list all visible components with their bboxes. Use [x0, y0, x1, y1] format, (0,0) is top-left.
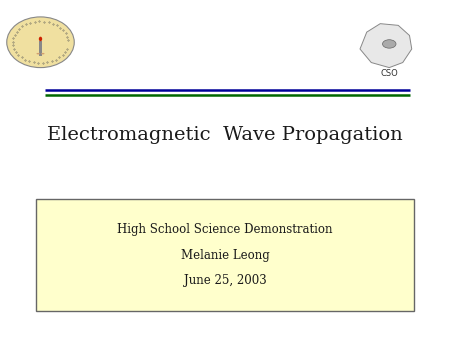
Text: High School Science Demonstration: High School Science Demonstration: [117, 223, 333, 236]
Ellipse shape: [382, 40, 396, 48]
FancyBboxPatch shape: [36, 199, 414, 311]
Text: Electromagnetic  Wave Propagation: Electromagnetic Wave Propagation: [47, 126, 403, 144]
Ellipse shape: [41, 53, 45, 54]
FancyBboxPatch shape: [39, 41, 42, 56]
Polygon shape: [360, 24, 412, 68]
Ellipse shape: [39, 37, 42, 41]
Text: June 25, 2003: June 25, 2003: [184, 274, 266, 287]
Text: Melanie Leong: Melanie Leong: [180, 249, 270, 262]
Ellipse shape: [36, 53, 40, 54]
Circle shape: [7, 17, 74, 68]
Text: CSO: CSO: [380, 69, 398, 78]
